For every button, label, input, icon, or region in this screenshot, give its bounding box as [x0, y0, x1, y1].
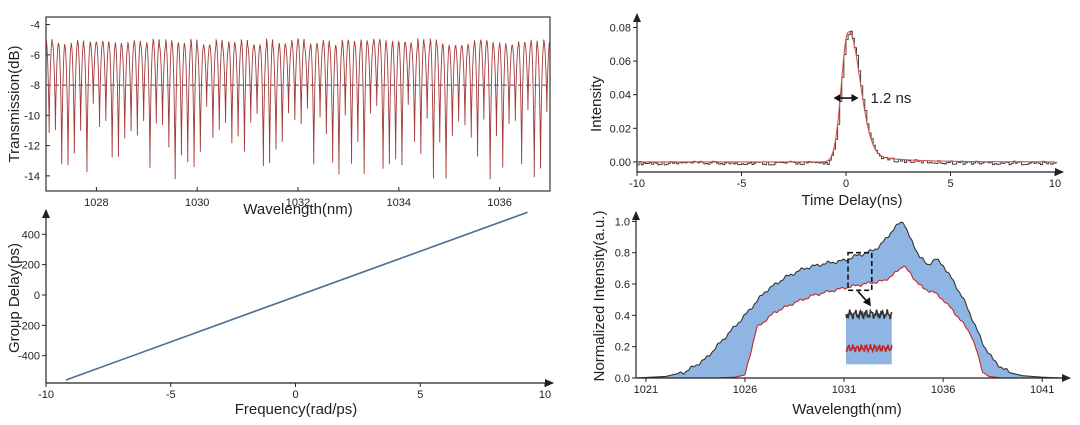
impulse-y-tick-label: 0.04 [610, 90, 631, 102]
spectrum-x-tick-label: 1036 [931, 384, 955, 396]
spectrum-chart: 1021 1026 1031 1036 1041 0.0 0.2 0.4 0.6 0.8 1.0 W… [591, 211, 1071, 418]
group-delay-marks [65, 211, 528, 381]
spectrum-x-tick-label: 1026 [733, 384, 757, 396]
spectrum-fill-area [636, 222, 1062, 378]
spectrum-x-arrow [1062, 374, 1071, 382]
impulse-y-arrow [633, 13, 641, 22]
impulse-y-tick-label: 0.02 [610, 123, 631, 135]
impulse-y-tick-label: 0.06 [610, 56, 631, 68]
inset-lower-line [845, 342, 893, 354]
spectrum-y-tick-label: 0.8 [615, 248, 630, 260]
impulse-ticks: -10 -5 0 5 10 0.00 0.02 0.04 0.06 0.08 [610, 22, 1062, 190]
group-delay-chart: -10 -5 0 5 10 400 200 0 -200 -400 Frequency(rad/p… [6, 209, 554, 418]
transmission-marks [45, 37, 551, 180]
group-delay-line [65, 211, 528, 381]
spectrum-y-tick-label: 0.0 [615, 373, 630, 385]
pulse-width-annotation: 1.2 ns [871, 90, 912, 107]
impulse-x-arrow [1055, 168, 1064, 176]
group-delay-ylabel: Group Delay(ps) [6, 243, 23, 353]
inset-fill-area [846, 314, 892, 365]
transmission-x-tick-label: 1032 [286, 197, 310, 209]
transmission-y-tick-label: -12 [24, 141, 40, 153]
transmission-x-tick-label: 1028 [84, 197, 108, 209]
impulse-axes [633, 13, 1064, 176]
spectrum-x-tick-label: 1031 [832, 384, 856, 396]
transmission-y-tick-label: -6 [30, 50, 40, 62]
spectrum-y-tick-label: 0.2 [615, 342, 630, 354]
inset-zoom-box [847, 251, 873, 292]
spectrum-y-arrow [632, 211, 640, 220]
impulse-marks [637, 30, 1058, 166]
group-delay-x-tick-label: 5 [417, 389, 423, 401]
group-delay-x-tick-label: 0 [292, 389, 298, 401]
spectrum-ylabel: Normalized Intensity(a.u.) [591, 211, 608, 382]
transmission-y-tick-label: -8 [30, 80, 40, 92]
spectrum-upper-line [635, 221, 1063, 379]
group-delay-axes [42, 209, 554, 387]
impulse-y-tick-label: 0.08 [610, 22, 631, 34]
group-delay-x-tick-label: -5 [166, 389, 176, 401]
pulse-width-arrowhead-left [833, 94, 841, 103]
spectrum-inset [845, 251, 893, 365]
group-delay-y-tick-label: -400 [18, 351, 40, 363]
impulse-ylabel: Intensity [588, 76, 605, 132]
group-delay-x-tick-label: 10 [539, 389, 551, 401]
spectrum-y-tick-label: 1.0 [615, 216, 630, 228]
transmission-y-tick-label: -4 [30, 20, 40, 32]
transmission-x-tick-label: 1036 [487, 197, 511, 209]
impulse-x-tick-label: 0 [843, 178, 849, 190]
transmission-x-tick-label: 1034 [387, 197, 411, 209]
spectrum-axes [632, 211, 1071, 382]
spectrum-x-tick-label: 1041 [1030, 384, 1054, 396]
group-delay-y-arrow [42, 209, 50, 218]
impulse-x-tick-label: -5 [737, 178, 747, 190]
impulse-y-tick-label: 0.00 [610, 157, 631, 169]
spectrum-x-tick-label: 1021 [634, 384, 658, 396]
group-delay-y-tick-label: 0 [34, 290, 40, 302]
impulse-xlabel: Time Delay(ns) [801, 192, 902, 209]
spectrum-y-tick-label: 0.6 [615, 279, 630, 291]
group-delay-y-tick-label: -200 [18, 320, 40, 332]
group-delay-xlabel: Frequency(rad/ps) [235, 401, 358, 418]
impulse-x-tick-label: -10 [629, 178, 645, 190]
pulse-width-arrowhead-right [851, 94, 859, 103]
impulse-x-tick-label: 10 [1049, 178, 1061, 190]
transmission-xlabel: Wavelength(nm) [243, 201, 352, 218]
group-delay-ticks: -10 -5 0 5 10 400 200 0 -200 -400 [18, 229, 551, 401]
impulse-x-tick-label: 5 [947, 178, 953, 190]
spectrum-xlabel: Wavelength(nm) [792, 401, 901, 418]
spectrum-ticks: 1021 1026 1031 1036 1041 0.0 0.2 0.4 0.6 0.8 1.0 [615, 216, 1055, 396]
transmission-line [45, 37, 551, 180]
transmission-x-tick-label: 1030 [185, 197, 209, 209]
inset-upper-line [845, 308, 893, 321]
transmission-y-tick-label: -14 [24, 171, 40, 183]
group-delay-y-tick-label: 200 [22, 260, 40, 272]
transmission-ylabel: Transmission(dB) [6, 46, 23, 163]
group-delay-x-tick-label: -10 [38, 389, 54, 401]
transmission-ticks: 1028 1030 1032 1034 1036 -4 -6 -8 -10 -12 -14 [24, 20, 512, 209]
group-delay-x-arrow [545, 379, 554, 387]
impulse-chart: -10 -5 0 5 10 0.00 0.02 0.04 0.06 0.08 Time Delay… [588, 13, 1064, 209]
spectrum-y-tick-label: 0.4 [615, 310, 630, 322]
impulse-fit-line [637, 31, 1055, 163]
transmission-y-tick-label: -10 [24, 110, 40, 122]
transmission-chart: 1028 1030 1032 1034 1036 -4 -6 -8 -10 -12 -14 Wave… [6, 16, 551, 218]
group-delay-y-tick-label: 400 [22, 229, 40, 241]
inset-arrowhead [862, 297, 871, 307]
